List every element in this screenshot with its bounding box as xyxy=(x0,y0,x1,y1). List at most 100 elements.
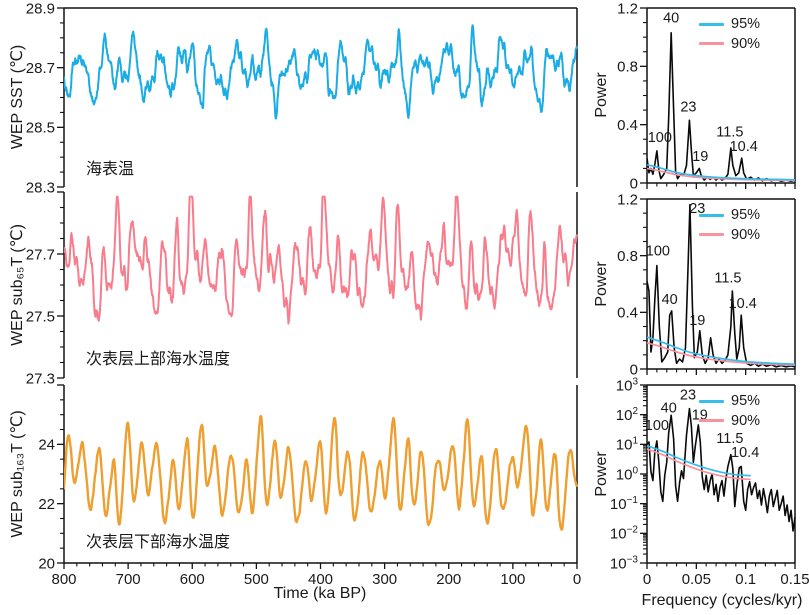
panel-sst-spectrum: 0 0.4 0.8 1.2 100 40 23 19 11.510.4 xyxy=(617,0,796,192)
peak-label-100: 100 xyxy=(645,418,669,434)
peak-label-11.5: 11.5 xyxy=(716,431,743,447)
y-tick-label: 22 xyxy=(38,496,55,513)
annotation-sea-surface-temp: 海表温 xyxy=(86,161,135,178)
confidence-line-90 xyxy=(647,341,796,367)
x-tick-label: 0.1 xyxy=(735,571,756,588)
y-tick-label: 0.8 xyxy=(617,59,638,76)
y-tick-label: 0 xyxy=(630,361,638,378)
legend-spectrum-2: 95% 90% xyxy=(699,208,760,242)
y-tick-label: 102 xyxy=(616,406,639,424)
y-tick-label: 100 xyxy=(616,465,639,483)
legend-spectrum-1: 95% 90% xyxy=(699,17,760,51)
y-tick-label: 10−2 xyxy=(610,525,639,543)
x-tick-label: 200 xyxy=(436,571,461,588)
y-axis-title-sub163t: WEP sub₁₆₃T (℃) xyxy=(9,410,26,538)
x-tick-label: 400 xyxy=(308,571,333,588)
y-tick-label: 0 xyxy=(630,175,638,192)
legend-label-90: 90% xyxy=(731,226,761,243)
x-tick-label: 100 xyxy=(500,571,525,588)
y-tick-label: 1.2 xyxy=(617,191,638,208)
y-tick-label: 0.8 xyxy=(617,248,638,265)
peak-label-40: 40 xyxy=(663,11,679,27)
y-tick-label: 103 xyxy=(616,376,639,394)
series-line-wep_sub65t_series xyxy=(64,195,578,325)
peak-label-11.5: 11.5 xyxy=(714,271,741,287)
x-tick-label: 700 xyxy=(116,571,141,588)
y-tick-label: 28.9 xyxy=(26,0,55,17)
y-tick-label: 27.3 xyxy=(26,370,55,387)
peak-label-40: 40 xyxy=(662,292,678,308)
peak-label-100: 100 xyxy=(648,130,672,146)
legend-line-95-icon xyxy=(699,22,724,26)
y-axis-title-sub65t: WEP sub₆₅T (℃) xyxy=(9,224,26,346)
legend-line-95-icon xyxy=(699,399,724,403)
peak-label-10.4: 10.4 xyxy=(730,139,758,155)
series-line-wep_sub163t_series xyxy=(64,414,578,531)
x-tick-label: 800 xyxy=(51,571,76,588)
y-tick-label: 0.4 xyxy=(617,117,638,134)
legend-line-95-icon xyxy=(699,213,724,217)
x-tick-label: 0.15 xyxy=(780,571,809,588)
peak-label-11.5: 11.5 xyxy=(716,124,743,140)
confidence-line-95 xyxy=(647,336,796,366)
panel-sub163t-spectrum: 103 102 101 100 10−1 10−2 10−30 0.05 0.1 0.15 100 4… xyxy=(610,376,809,588)
peak-label-10.4: 10.4 xyxy=(731,445,759,461)
y-tick-label: 24 xyxy=(38,437,55,454)
legend-label-90: 90% xyxy=(731,412,761,429)
peak-label-19: 19 xyxy=(689,313,705,329)
y-axis-title-power-1: Power xyxy=(593,72,610,118)
peak-label-23: 23 xyxy=(680,100,696,116)
panel-sub163t-series: 20 22 24 800 700 600 500 400 300 200 100 0 xyxy=(38,384,581,588)
x-tick-label: 0 xyxy=(643,571,651,588)
x-axis-title-time: Time (ka BP) xyxy=(273,585,367,602)
y-tick-label: 101 xyxy=(616,436,639,454)
legend-entry-90: 90% xyxy=(699,226,761,243)
legend-entry-95: 95% xyxy=(699,208,760,223)
x-tick-label: 0.05 xyxy=(682,571,711,588)
y-tick-label: 10−1 xyxy=(610,495,639,513)
y-axis-title-sst: WEP SST (℃) xyxy=(9,44,26,150)
legend-entry-95: 95% xyxy=(699,17,760,32)
y-tick-label: 28.7 xyxy=(26,60,55,77)
legend-label-95: 95% xyxy=(731,393,761,409)
peak-label-23: 23 xyxy=(680,387,696,403)
y-tick-label: 20 xyxy=(38,555,55,572)
peak-label-19: 19 xyxy=(692,149,708,165)
legend-spectrum-3: 95% 90% xyxy=(699,394,760,428)
legend-entry-90: 90% xyxy=(699,35,761,52)
peak-label-23: 23 xyxy=(689,201,705,217)
y-tick-label: 28.5 xyxy=(26,120,55,137)
legend-label-95: 95% xyxy=(731,16,761,32)
x-tick-label: 0 xyxy=(573,571,581,588)
x-tick-label: 600 xyxy=(180,571,205,588)
legend-entry-95: 95% xyxy=(699,394,760,409)
peak-label-19: 19 xyxy=(692,407,708,423)
legend-label-95: 95% xyxy=(731,207,761,223)
x-tick-label: 300 xyxy=(372,571,397,588)
y-axis-title-power-2: Power xyxy=(593,261,610,307)
y-tick-label: 0.4 xyxy=(617,305,638,322)
legend-line-90-icon xyxy=(699,42,724,46)
panel-sub65t-spectrum: 0 0.4 0.8 1.2 100 40 23 19 11.5 10.4 xyxy=(617,191,796,378)
confidence-line-95 xyxy=(647,444,751,477)
panel-sub65t-series: 27.3 27.5 27.7 xyxy=(26,191,578,387)
legend-line-90-icon xyxy=(699,233,724,237)
annotation-upper-subsurface-temp: 次表层上部海水温度 xyxy=(86,351,231,368)
legend-line-90-icon xyxy=(699,419,724,423)
spectrum-line-wep_sst_spectrum xyxy=(647,31,796,183)
spectrum-line-wep_sub163t_spectrum xyxy=(647,407,796,532)
confidence-line-95 xyxy=(647,163,796,181)
x-tick-label: 500 xyxy=(244,571,269,588)
legend-label-90: 90% xyxy=(731,35,761,52)
legend-entry-90: 90% xyxy=(699,412,761,429)
spectrum-line-wep_sub65t_spectrum xyxy=(647,203,796,368)
confidence-line-90 xyxy=(647,448,751,481)
x-axis-title-frequency: Frequency (cycles/kyr) xyxy=(641,592,803,609)
panel-sst-series: 28.3 28.5 28.7 28.9 xyxy=(26,0,578,196)
y-tick-label: 27.5 xyxy=(26,308,55,325)
series-line-wep_sst_series xyxy=(64,24,578,120)
y-axis-title-power-3: Power xyxy=(593,451,610,497)
peak-label-40: 40 xyxy=(661,400,677,416)
